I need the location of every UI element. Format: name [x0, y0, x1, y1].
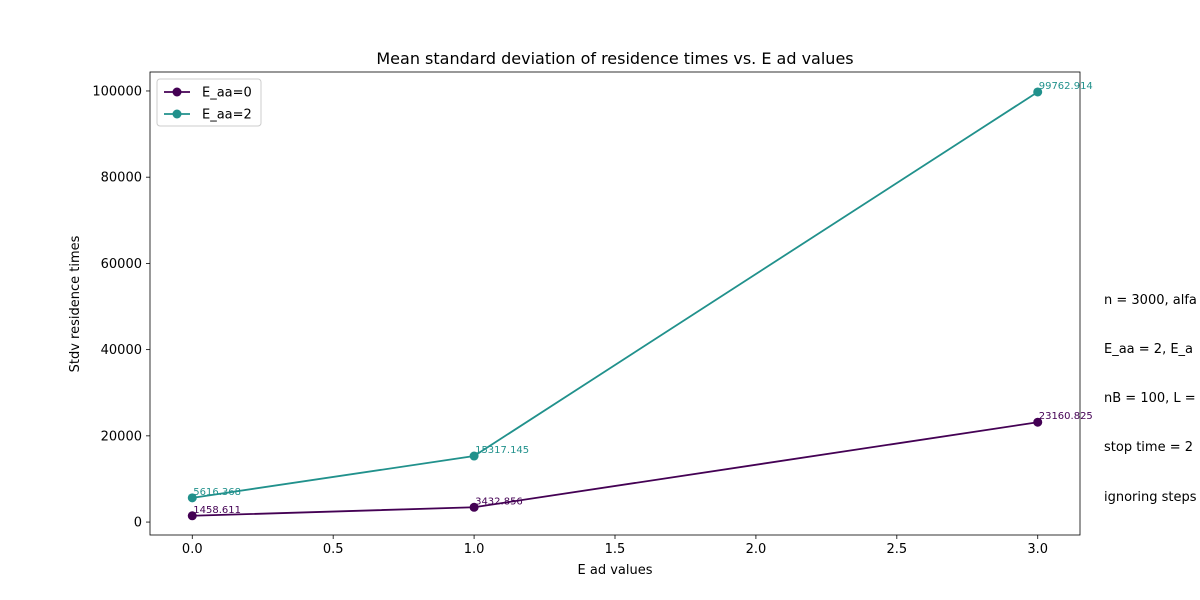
data-label: 99762.914: [1039, 81, 1093, 92]
y-tick-label: 80000: [101, 171, 142, 186]
parameters-note: n = 3000, alfa E_aa = 2, E_a nB = 100, L…: [1104, 260, 1197, 523]
data-label: 1458.611: [193, 505, 241, 516]
legend-marker: [172, 87, 182, 97]
parameters-note-line: n = 3000, alfa: [1104, 292, 1197, 308]
y-tick-label: 0: [134, 516, 142, 531]
x-tick-label: 2.5: [886, 542, 907, 557]
data-label: 3432.856: [475, 496, 523, 507]
y-tick-label: 20000: [101, 429, 142, 444]
parameters-note-line: ignoring steps: [1104, 489, 1197, 505]
x-axis-label: E ad values: [578, 563, 653, 578]
y-tick-label: 60000: [101, 257, 142, 272]
plot-area: 0.0 0.5 1.0 1.5 2.0 2.5 3.0 0 20000 40000 60000 800…: [92, 71, 1093, 557]
data-label: 23160.825: [1039, 411, 1093, 422]
data-point: [187, 493, 197, 503]
series-line: [192, 91, 1039, 499]
x-tick-label: 0.5: [323, 542, 344, 557]
chart-title: Mean standard deviation of residence tim…: [376, 49, 853, 68]
data-point: [469, 502, 479, 512]
data-point: [1033, 87, 1043, 97]
plot-frame: [149, 71, 1081, 536]
legend-label: E_aa=2: [202, 108, 252, 123]
data-point: [187, 511, 197, 521]
y-tick-label: 40000: [101, 343, 142, 358]
x-tick-label: 2.0: [746, 542, 767, 557]
x-tick-label: 3.0: [1027, 542, 1048, 557]
parameters-note-line: E_aa = 2, E_a: [1104, 342, 1194, 358]
series-line: [192, 421, 1038, 517]
x-tick-label: 0.0: [182, 542, 203, 557]
x-tick-label: 1.5: [605, 542, 626, 557]
y-tick-label: 100000: [92, 84, 142, 99]
y-axis-label: Stdv residence times: [68, 235, 83, 372]
data-label: 15317.145: [475, 445, 529, 456]
x-tick-label: 1.0: [464, 542, 485, 557]
legend-marker: [172, 109, 182, 119]
data-label: 5616.368: [193, 487, 241, 498]
data-point: [1033, 417, 1043, 427]
data-point: [469, 451, 479, 461]
parameters-note-line: nB = 100, L =: [1104, 391, 1196, 407]
parameters-note-line: stop time = 2: [1104, 440, 1194, 456]
legend-label: E_aa=0: [202, 86, 252, 101]
